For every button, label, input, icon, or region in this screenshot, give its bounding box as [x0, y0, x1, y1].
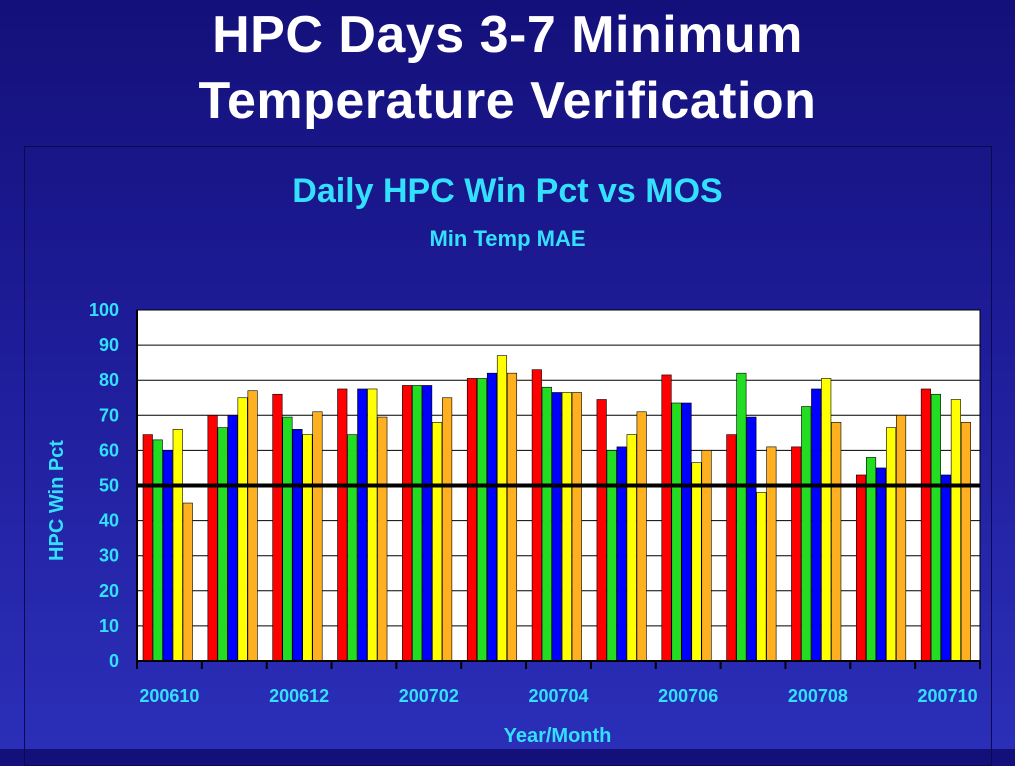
bar	[476, 378, 488, 662]
bar	[367, 388, 378, 662]
bar	[801, 406, 812, 662]
x-tick-label: 200704	[528, 686, 588, 706]
bar	[940, 474, 951, 662]
bar	[831, 422, 842, 662]
bar	[746, 416, 757, 662]
bar	[541, 386, 552, 662]
y-tick-label: 90	[99, 335, 119, 355]
bar	[920, 388, 931, 662]
bar	[442, 397, 453, 662]
bar	[866, 457, 877, 662]
y-tick-label: 70	[99, 405, 119, 425]
bar	[606, 450, 617, 662]
bar	[856, 474, 867, 662]
bar	[626, 434, 637, 662]
x-tick-label: 200708	[788, 686, 848, 706]
bar	[466, 378, 478, 662]
x-tick-label: 200612	[269, 686, 329, 706]
bar	[207, 414, 218, 662]
bar	[571, 392, 582, 662]
chart-title: Daily HPC Win Pct vs MOS	[292, 172, 723, 210]
x-tick-label: 200706	[658, 686, 718, 706]
bar	[337, 388, 348, 662]
bar	[486, 372, 498, 662]
bar	[422, 385, 433, 662]
bar	[930, 393, 941, 662]
bar	[616, 446, 627, 662]
bar	[312, 411, 323, 662]
bar	[357, 388, 368, 662]
bar	[282, 416, 293, 662]
bar	[347, 434, 358, 662]
y-axis-title: HPC Win Pct	[46, 440, 68, 561]
y-tick-label: 40	[99, 511, 119, 531]
bar	[551, 392, 562, 662]
bar-chart: 0 10 20 30 40 50 60 70 80 90 100 200610 200612 200702…	[46, 300, 981, 747]
x-tick-label: 200610	[139, 686, 199, 706]
slide-title: HPC Days 3-7 Minimum Temperature Verific…	[0, 2, 1015, 134]
bar	[671, 402, 682, 662]
bar	[756, 492, 767, 662]
y-tick-label: 60	[99, 440, 119, 460]
bar	[661, 374, 672, 662]
x-tick-label: 200702	[399, 686, 459, 706]
bar	[596, 399, 607, 662]
bar	[432, 422, 443, 662]
bar	[227, 414, 238, 662]
bar	[960, 422, 971, 662]
bar	[701, 450, 712, 662]
y-tick-label: 20	[99, 581, 119, 601]
bar	[561, 392, 572, 662]
x-tick-label: 200710	[918, 686, 978, 706]
y-tick-label: 100	[89, 300, 119, 320]
bar	[791, 446, 802, 662]
bar	[402, 385, 413, 662]
bar	[950, 399, 961, 662]
bar	[821, 378, 832, 662]
bar	[237, 397, 248, 662]
bar	[182, 502, 193, 662]
chart-subtitle: Min Temp MAE	[429, 226, 586, 251]
bar	[506, 372, 518, 662]
bar	[886, 427, 897, 662]
bar	[636, 411, 647, 662]
bar	[272, 393, 283, 662]
bar	[766, 446, 777, 662]
y-tick-label: 50	[99, 476, 119, 496]
bar	[217, 427, 228, 662]
bar	[172, 429, 183, 662]
bar	[496, 355, 508, 662]
bar	[896, 414, 907, 662]
bar	[736, 372, 747, 662]
bar	[377, 416, 388, 662]
bar	[302, 434, 313, 662]
bar	[412, 385, 423, 662]
y-tick-label: 80	[99, 370, 119, 390]
y-tick-label: 10	[99, 616, 119, 636]
bar	[152, 439, 163, 662]
x-axis-title: Year/Month	[504, 725, 612, 747]
bar	[726, 434, 737, 662]
bar	[247, 390, 258, 662]
bar	[531, 369, 542, 662]
bar	[811, 388, 822, 662]
bar	[876, 467, 887, 662]
slide-title-line-1: HPC Days 3-7 Minimum	[212, 6, 803, 64]
y-tick-label: 30	[99, 546, 119, 566]
y-tick-label: 0	[109, 651, 119, 671]
bar	[691, 462, 702, 662]
slide-title-line-2: Temperature Verification	[198, 72, 817, 130]
bar	[142, 434, 153, 662]
bar	[162, 450, 173, 662]
bar	[681, 402, 692, 662]
bar	[292, 429, 303, 662]
